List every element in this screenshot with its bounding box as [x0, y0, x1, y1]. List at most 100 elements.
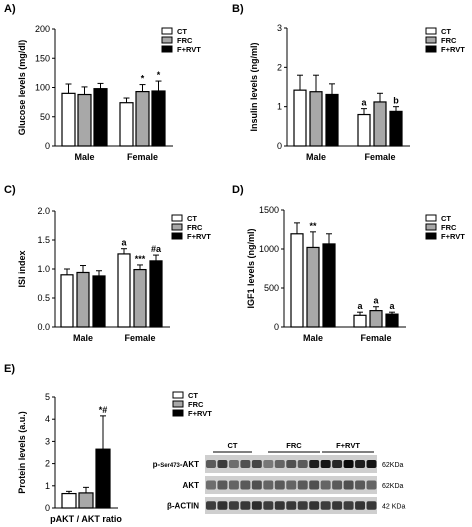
y-tick-label: 4: [45, 414, 50, 424]
bar: [61, 492, 77, 509]
bar: [149, 260, 163, 328]
bar: [357, 113, 371, 147]
blot-band: [297, 480, 308, 490]
panel-label: E): [4, 363, 15, 375]
y-tick-label: 3: [277, 23, 282, 33]
panel-label: A): [4, 3, 16, 15]
bar: [369, 310, 383, 328]
bar: [290, 233, 304, 328]
legend-swatch: [172, 391, 184, 399]
blot-size-label: 62KDa: [382, 462, 404, 469]
bar: [293, 89, 307, 147]
blot-band: [366, 459, 377, 469]
blot-band: [240, 480, 251, 490]
blot-band: [240, 459, 251, 469]
legend-swatch: [161, 45, 173, 53]
blot-band: [228, 480, 239, 490]
blot-band: [240, 501, 251, 510]
y-tick-label: 2.0: [37, 206, 50, 216]
blot-row-label: AKT: [183, 481, 200, 490]
y-axis-label: IGF1 levels (ng/ml): [246, 228, 256, 308]
blot-band: [251, 480, 262, 490]
y-tick-label: 3: [45, 436, 50, 446]
y-tick-label: 100: [35, 83, 50, 93]
bar: [76, 271, 90, 328]
blot-row-label: p-Ser473-AKT: [153, 460, 199, 469]
panel-label: D): [232, 184, 244, 196]
chart-D: D) 0 500 1000 1500 IGF1 levels (ng/ml) ** Male a…: [232, 184, 465, 343]
blot-band: [332, 459, 343, 469]
blot-band: [366, 501, 377, 510]
blot-band: [274, 480, 285, 490]
x-category-label: Male: [73, 333, 93, 343]
blot-band: [309, 501, 320, 510]
blot-band: [343, 501, 354, 510]
blot-band: [206, 459, 216, 469]
blot-band: [355, 459, 366, 469]
blot-band: [228, 459, 239, 469]
significance-mark: a: [357, 301, 363, 311]
blot-band: [332, 501, 343, 510]
y-tick-label: 50: [40, 112, 50, 122]
significance-mark: *: [141, 74, 145, 84]
y-axis-label: Insulin levels (ng/ml): [249, 42, 259, 131]
x-category-label: Female: [127, 152, 158, 162]
y-tick-label: 1000: [259, 244, 279, 254]
blot-band: [263, 501, 274, 510]
blot-band: [366, 480, 377, 490]
bar: [78, 492, 94, 509]
blot-row-label: β-ACTIN: [167, 502, 199, 511]
blot-group-label: F+RVT: [336, 441, 360, 450]
panel-label: B): [232, 3, 244, 15]
bar: [389, 110, 403, 147]
significance-mark: *: [157, 70, 161, 80]
significance-mark: a: [121, 238, 127, 248]
bar: [325, 93, 339, 147]
blot-band: [286, 480, 297, 490]
y-tick-label: 0.0: [37, 322, 50, 332]
legend-label: F+RVT: [188, 409, 212, 418]
significance-mark: **: [309, 221, 317, 231]
x-category-label: Female: [360, 333, 391, 343]
blot-band: [309, 459, 320, 469]
legend-swatch: [171, 232, 183, 240]
y-tick-label: 0: [277, 141, 282, 151]
y-tick-label: 1.0: [37, 264, 50, 274]
legend-swatch: [425, 223, 437, 231]
legend-label: F+RVT: [441, 45, 465, 54]
legend-label: CT: [441, 27, 451, 36]
significance-mark: a: [361, 98, 367, 108]
y-tick-label: 0: [45, 503, 50, 513]
legend-swatch: [171, 223, 183, 231]
bar: [119, 102, 134, 147]
blot-band: [355, 480, 366, 490]
bar: [61, 92, 76, 147]
legend-swatch: [161, 27, 173, 35]
bar: [77, 93, 92, 147]
bar: [309, 91, 323, 147]
blot-group-label: FRC: [286, 441, 302, 450]
chart-E: E) 0 1 2 3 4 5 Protein levels (a.u.) *# pAKT / AK…: [4, 363, 212, 524]
bar: [133, 268, 147, 328]
bar: [60, 274, 74, 328]
legend-label: CT: [188, 391, 198, 400]
legend-swatch: [172, 409, 184, 417]
legend-label: FRC: [441, 223, 457, 232]
x-category-label: Male: [74, 152, 94, 162]
legend-swatch: [172, 400, 184, 408]
blot-size-label: 62KDa: [382, 483, 404, 490]
y-tick-label: 1.5: [37, 235, 50, 245]
blot-band: [228, 501, 239, 510]
legend-label: FRC: [187, 223, 203, 232]
legend-label: FRC: [177, 36, 193, 45]
legend-swatch: [425, 36, 437, 44]
bar: [306, 246, 320, 328]
legend-label: FRC: [441, 36, 457, 45]
blot-band: [206, 480, 216, 490]
bar: [92, 275, 106, 328]
blot-band: [263, 480, 274, 490]
y-tick-label: 2: [45, 459, 50, 469]
y-axis-label: Glucose levels (mg/dl): [17, 40, 27, 136]
legend-label: F+RVT: [187, 232, 211, 241]
